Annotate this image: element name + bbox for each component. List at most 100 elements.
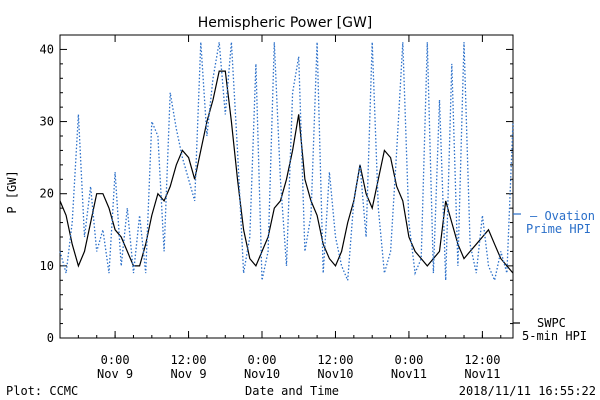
data-point-ovation bbox=[212, 78, 213, 79]
data-point-swpc bbox=[494, 244, 495, 245]
data-point-ovation bbox=[84, 236, 85, 237]
data-point-swpc bbox=[163, 200, 164, 201]
data-point-swpc bbox=[414, 251, 415, 252]
footer-timestamp: 2018/11/11 16:55:22 bbox=[459, 384, 596, 398]
data-point-swpc bbox=[378, 179, 379, 180]
x-tick-sublabel-1: Nov 9 bbox=[170, 367, 206, 381]
chart-title: Hemispheric Power [GW] bbox=[198, 15, 373, 31]
data-point-ovation bbox=[482, 215, 483, 216]
data-point-swpc bbox=[219, 70, 220, 71]
data-point-swpc bbox=[274, 208, 275, 209]
data-point-swpc bbox=[121, 236, 122, 237]
data-point-swpc bbox=[151, 215, 152, 216]
data-point-ovation bbox=[286, 265, 287, 266]
footer-credit: Plot: CCMC bbox=[6, 384, 78, 398]
data-point-ovation bbox=[298, 56, 299, 57]
data-point-ovation bbox=[96, 251, 97, 252]
data-point-ovation bbox=[421, 258, 422, 259]
x-tick-sublabel-0: Nov 9 bbox=[97, 367, 133, 381]
legend-ovation-label: – Ovation bbox=[530, 209, 595, 223]
data-point-ovation bbox=[78, 114, 79, 115]
data-point-ovation bbox=[390, 251, 391, 252]
data-point-swpc bbox=[439, 251, 440, 252]
data-point-swpc bbox=[182, 150, 183, 151]
data-point-swpc bbox=[341, 251, 342, 252]
data-point-swpc bbox=[176, 164, 177, 165]
data-point-swpc bbox=[408, 236, 409, 237]
data-point-ovation bbox=[372, 42, 373, 43]
series-line-ovation bbox=[59, 42, 514, 283]
data-point-swpc bbox=[372, 208, 373, 209]
data-point-ovation bbox=[225, 114, 226, 115]
data-point-ovation bbox=[114, 171, 115, 172]
data-point-swpc bbox=[170, 186, 171, 187]
data-point-swpc bbox=[488, 229, 489, 230]
data-point-ovation bbox=[427, 42, 428, 43]
data-point-ovation bbox=[231, 42, 232, 43]
data-point-swpc bbox=[329, 258, 330, 259]
data-point-ovation bbox=[365, 236, 366, 237]
x-axis-label: Date and Time bbox=[245, 384, 339, 398]
data-point-ovation bbox=[133, 272, 134, 273]
data-point-ovation bbox=[408, 222, 409, 223]
data-point-ovation bbox=[102, 229, 103, 230]
data-point-swpc bbox=[243, 229, 244, 230]
data-point-ovation bbox=[90, 186, 91, 187]
data-point-swpc bbox=[335, 265, 336, 266]
data-point-ovation bbox=[59, 251, 60, 252]
data-point-ovation bbox=[470, 244, 471, 245]
data-point-ovation bbox=[292, 92, 293, 93]
data-point-swpc bbox=[500, 258, 501, 259]
data-point-ovation bbox=[414, 272, 415, 273]
data-point-ovation bbox=[219, 42, 220, 43]
data-point-swpc bbox=[72, 244, 73, 245]
data-point-ovation bbox=[194, 200, 195, 201]
data-point-ovation bbox=[121, 265, 122, 266]
data-point-swpc bbox=[470, 251, 471, 252]
data-point-ovation bbox=[317, 42, 318, 43]
data-point-swpc bbox=[451, 222, 452, 223]
data-point-swpc bbox=[145, 244, 146, 245]
data-point-ovation bbox=[200, 42, 201, 43]
data-point-swpc bbox=[255, 265, 256, 266]
x-tick-sublabel-4: Nov11 bbox=[391, 367, 427, 381]
data-point-swpc bbox=[463, 258, 464, 259]
data-point-ovation bbox=[433, 272, 434, 273]
x-tick-sublabel-5: Nov11 bbox=[464, 367, 500, 381]
legend-swpc-label-2: 5-min HPI bbox=[522, 329, 587, 343]
data-point-ovation bbox=[445, 280, 446, 281]
data-point-ovation bbox=[255, 63, 256, 64]
data-point-swpc bbox=[90, 222, 91, 223]
series-line-swpc bbox=[59, 70, 514, 274]
data-point-ovation bbox=[274, 42, 275, 43]
data-point-ovation bbox=[347, 280, 348, 281]
data-point-ovation bbox=[359, 164, 360, 165]
data-point-ovation bbox=[66, 272, 67, 273]
y-axis-label: P [GW] bbox=[5, 170, 19, 213]
x-tick-label-0: 0:00 bbox=[101, 353, 130, 367]
y-tick-label-40: 40 bbox=[40, 42, 54, 56]
data-point-ovation bbox=[151, 121, 152, 122]
x-tick-label-3: 12:00 bbox=[317, 353, 353, 367]
data-point-swpc bbox=[286, 179, 287, 180]
data-point-swpc bbox=[237, 179, 238, 180]
data-point-swpc bbox=[396, 186, 397, 187]
data-point-ovation bbox=[341, 265, 342, 266]
x-tick-label-1: 12:00 bbox=[170, 353, 206, 367]
data-point-swpc bbox=[304, 179, 305, 180]
legend-ovation-label-2: Prime HPI bbox=[526, 222, 591, 236]
x-tick-sublabel-2: Nov10 bbox=[244, 367, 280, 381]
data-point-swpc bbox=[212, 99, 213, 100]
data-point-ovation bbox=[157, 135, 158, 136]
data-point-ovation bbox=[329, 171, 330, 172]
data-point-swpc bbox=[249, 258, 250, 259]
data-point-swpc bbox=[102, 193, 103, 194]
data-point-ovation bbox=[506, 272, 507, 273]
data-point-ovation bbox=[280, 179, 281, 180]
data-point-swpc bbox=[231, 121, 232, 122]
data-point-swpc bbox=[292, 150, 293, 151]
x-tick-label-4: 0:00 bbox=[394, 353, 423, 367]
